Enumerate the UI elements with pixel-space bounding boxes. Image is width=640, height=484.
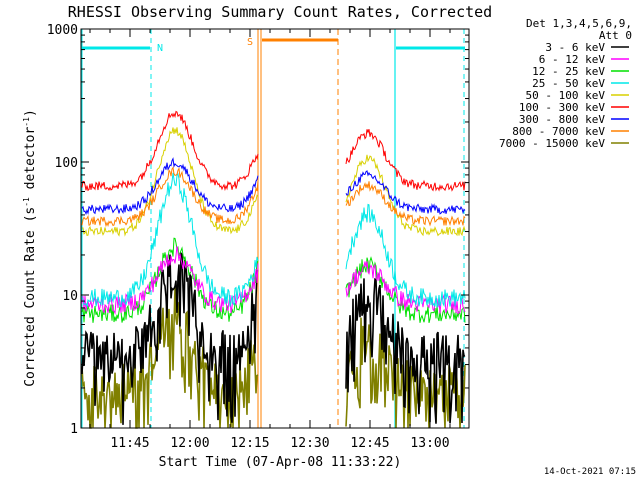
legend-header-attenuator: Att 0 — [599, 29, 632, 42]
series-line-7-orbit-2 — [345, 170, 466, 215]
y-axis-label: Corrected Count Rate (s-1 detector-1) — [22, 109, 38, 387]
legend-label-8: 800 - 7000 keV — [512, 125, 605, 138]
x-axis-label: Start Time (07-Apr-08 11:33:22) — [159, 455, 402, 470]
x-tick-label: 12:00 — [170, 436, 209, 451]
x-tick-label: 13:00 — [410, 436, 449, 451]
chart-title: RHESSI Observing Summary Count Rates, Co… — [68, 3, 492, 21]
series-line-3-orbit-2 — [345, 256, 466, 324]
series-line-5-orbit-1 — [81, 127, 259, 237]
legend-header-detectors: Det 1,3,4,5,6,9, — [526, 17, 632, 30]
series-line-5-orbit-2 — [345, 154, 466, 237]
legend-label-1: 3 - 6 keV — [545, 41, 605, 54]
series-line-8-orbit-2 — [345, 181, 466, 227]
plot-area: NS — [81, 29, 466, 429]
legend-label-9: 7000 - 15000 keV — [499, 137, 605, 150]
legend-label-3: 12 - 25 keV — [532, 65, 605, 78]
x-tick-label: 12:15 — [230, 436, 269, 451]
series-line-1-orbit-2 — [345, 277, 466, 424]
series-line-1-orbit-1 — [81, 251, 259, 425]
legend-label-7: 300 - 800 keV — [519, 113, 605, 126]
y-tick-label: 100 — [55, 156, 78, 171]
y-tick-label: 1 — [70, 422, 78, 437]
series-line-4-orbit-1 — [81, 172, 259, 308]
y-tick-label: 1000 — [47, 23, 78, 38]
series-line-6-orbit-2 — [345, 129, 466, 192]
axes: 1 10 100 1000 11:45 12:00 12:15 12:30 12:45 13:00 — [47, 23, 470, 451]
legend-label-6: 100 - 300 keV — [519, 101, 605, 114]
legend-label-5: 50 - 100 keV — [526, 89, 606, 102]
series-line-6-orbit-1 — [81, 110, 259, 192]
series-line-7-orbit-1 — [81, 157, 259, 216]
plot-frame — [80, 28, 470, 429]
x-tick-label: 11:45 — [110, 436, 149, 451]
series-line-2-orbit-2 — [345, 261, 466, 315]
series-line-2-orbit-1 — [81, 246, 259, 315]
y-tick-label: 10 — [62, 289, 78, 304]
series-line-9-orbit-1 — [81, 287, 259, 429]
series-line-8-orbit-1 — [81, 166, 259, 228]
night-marker-label: N — [157, 43, 163, 54]
series-line-3-orbit-1 — [81, 237, 259, 323]
x-tick-label: 12:30 — [290, 436, 329, 451]
x-tick-label: 12:45 — [350, 436, 389, 451]
series-line-4-orbit-2 — [345, 203, 466, 309]
legend-label-4: 25 - 50 keV — [532, 77, 605, 90]
legend-label-2: 6 - 12 keV — [539, 53, 606, 66]
saa-marker-label: S — [247, 37, 253, 48]
footer-timestamp: 14-Oct-2021 07:15 — [544, 467, 636, 477]
